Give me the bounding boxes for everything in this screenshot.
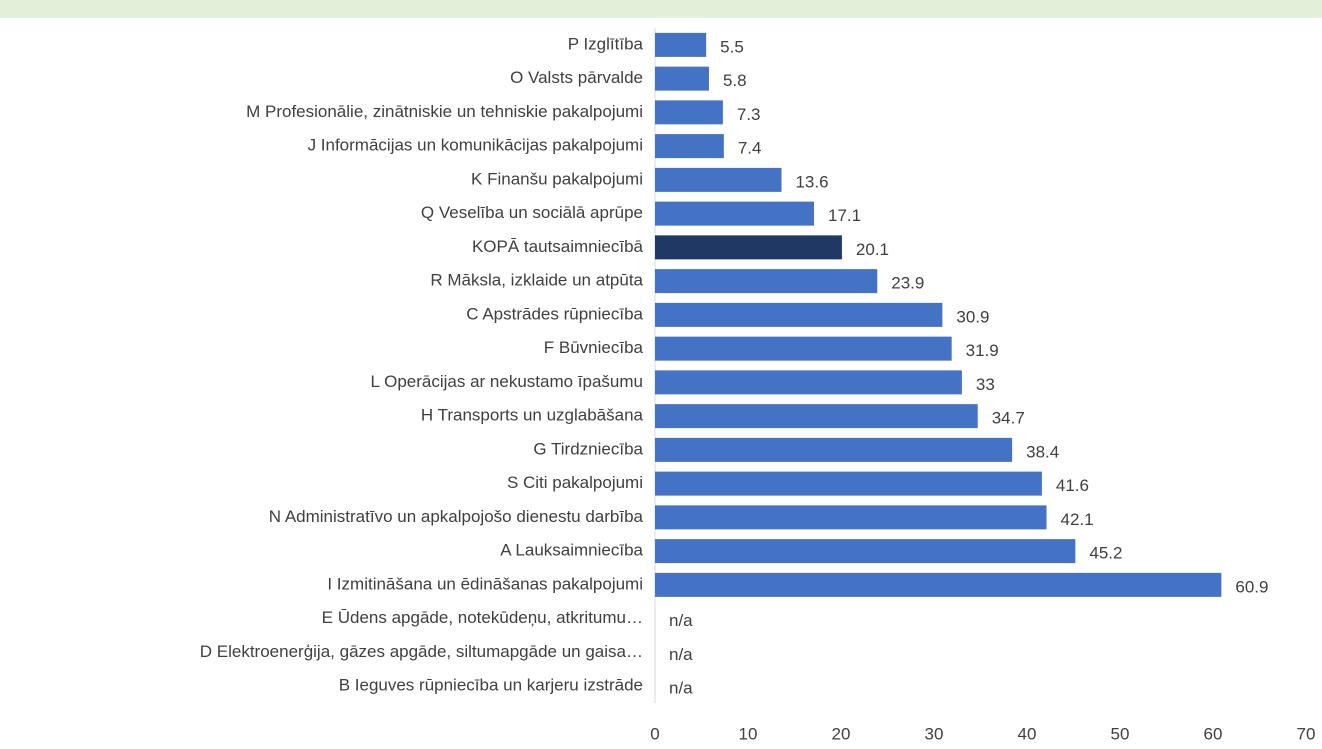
bar [655, 302, 943, 327]
value-label: n/a [669, 611, 693, 630]
x-tick-label: 10 [739, 724, 758, 743]
bar [655, 32, 707, 57]
x-tick-label: 20 [832, 724, 851, 743]
value-label: 5.8 [723, 71, 747, 90]
value-label: 30.9 [956, 307, 989, 326]
value-label: 60.9 [1235, 577, 1268, 596]
x-tick-label: 40 [1018, 724, 1037, 743]
value-label: 7.4 [738, 139, 762, 158]
value-label: 7.3 [737, 105, 761, 124]
bar [655, 100, 723, 125]
bar [655, 66, 709, 91]
value-label: 20.1 [856, 240, 889, 259]
bar [655, 370, 962, 395]
bar [655, 505, 1047, 530]
y-tick-label: N Administratīvo un apkalpojošo dienestu… [269, 507, 644, 526]
value-label: 45.2 [1089, 544, 1122, 563]
y-tick-label: A Lauksaimniecība [500, 541, 643, 560]
bar [655, 134, 724, 159]
y-tick-label: F Būvniecība [544, 338, 644, 357]
value-label: 38.4 [1026, 442, 1059, 461]
y-tick-label: I Izmitināšana un ēdināšanas pakalpojumi [327, 574, 643, 593]
bar [655, 201, 815, 226]
y-tick-label: O Valsts pārvalde [510, 68, 643, 87]
y-tick-label: P Izglītība [568, 34, 644, 53]
value-label: 33 [976, 375, 995, 394]
bar [655, 572, 1222, 597]
y-tick-label: B Ieguves rūpniecība un karjeru izstrāde [339, 676, 643, 695]
value-label: 5.5 [720, 37, 744, 56]
bar [655, 404, 978, 429]
y-tick-label: D Elektroenerģija, gāzes apgāde, siltuma… [200, 642, 643, 661]
x-tick-label: 30 [925, 724, 944, 743]
bar [655, 437, 1013, 462]
y-tick-label: L Operācijas ar nekustamo īpašumu [371, 372, 643, 391]
header-band [0, 0, 1322, 18]
y-tick-label: G Tirdzniecība [533, 439, 643, 458]
x-tick-label: 60 [1204, 724, 1223, 743]
bar [655, 336, 952, 361]
y-tick-label: E Ūdens apgāde, notekūdeņu, atkritumu… [322, 608, 643, 627]
y-tick-label: H Transports un uzglabāšana [421, 406, 644, 425]
value-label: 23.9 [891, 274, 924, 293]
y-tick-label: K Finanšu pakalpojumi [471, 169, 643, 188]
bar [655, 471, 1042, 496]
value-label: 17.1 [828, 206, 861, 225]
bar [655, 167, 782, 192]
value-label: 13.6 [795, 172, 828, 191]
x-tick-label: 0 [650, 724, 659, 743]
bar [655, 269, 878, 294]
y-tick-label: J Informācijas un komunikācijas pakalpoj… [308, 136, 643, 155]
x-tick-label: 70 [1297, 724, 1316, 743]
x-tick-label: 50 [1111, 724, 1130, 743]
y-tick-label: R Māksla, izklaide un atpūta [430, 271, 643, 290]
bar [655, 235, 842, 260]
y-tick-label: KOPĀ tautsaimniecībā [472, 237, 644, 256]
value-label: 31.9 [966, 341, 999, 360]
y-tick-label: S Citi pakalpojumi [507, 473, 643, 492]
value-label: n/a [669, 645, 693, 664]
value-label: n/a [669, 679, 693, 698]
bar [655, 539, 1076, 564]
value-label: 41.6 [1056, 476, 1089, 495]
y-tick-label: M Profesionālie, zinātniskie un tehniski… [246, 102, 643, 121]
value-label: 42.1 [1061, 510, 1094, 529]
y-tick-label: C Apstrādes rūpniecība [466, 304, 643, 323]
value-label: 34.7 [992, 409, 1025, 428]
y-tick-label: Q Veselība un sociālā aprūpe [421, 203, 643, 222]
